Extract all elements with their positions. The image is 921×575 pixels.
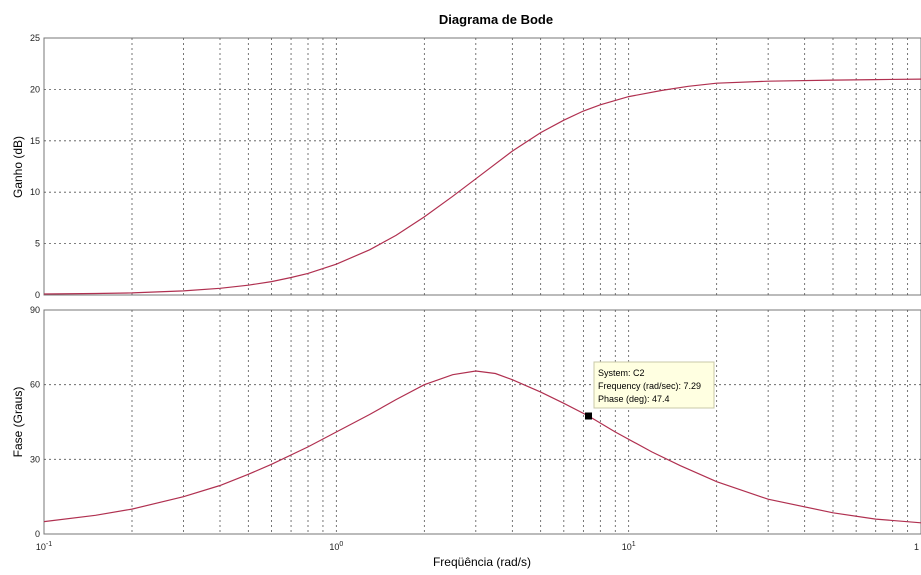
x-tick-exponent: -1 <box>46 541 52 548</box>
phase-y-label: Fase (Graus) <box>11 387 25 458</box>
x-tick-exponent: 1 <box>632 541 636 548</box>
phase-grid <box>44 310 921 534</box>
phase-axes <box>43 309 921 535</box>
magnitude-series <box>43 78 921 295</box>
magnitude-y-tick-label: 25 <box>30 33 40 43</box>
x-ticks: 10-1 100 101 1 <box>36 541 919 552</box>
magnitude-panel: 0 5 10 15 20 25 Ganho (dB) <box>11 33 921 300</box>
datatip-frequency: Frequency (rad/sec): 7.29 <box>598 381 701 391</box>
magnitude-y-tick-label: 15 <box>30 136 40 146</box>
phase-y-ticks: 0 30 60 90 <box>30 305 40 539</box>
x-tick-label: 101 <box>622 541 636 552</box>
magnitude-y-tick-label: 10 <box>30 187 40 197</box>
datatip-marker[interactable] <box>585 412 592 420</box>
datatip-system: System: C2 <box>598 368 645 378</box>
datatip-phase: Phase (deg): 47.4 <box>598 394 670 404</box>
phase-series <box>43 370 921 524</box>
phase-panel: 0 30 60 90 Fase (Graus) <box>11 305 921 539</box>
datatip[interactable]: System: C2 Frequency (rad/sec): 7.29 Pha… <box>585 361 715 420</box>
magnitude-y-tick-label: 0 <box>35 290 40 300</box>
phase-y-tick-label: 30 <box>30 454 40 464</box>
x-axis-label: Freqüência (rad/s) <box>433 555 531 569</box>
phase-y-tick-label: 60 <box>30 380 40 390</box>
magnitude-y-tick-label: 20 <box>30 84 40 94</box>
magnitude-y-tick-label: 5 <box>35 239 40 249</box>
magnitude-axes <box>43 37 921 296</box>
magnitude-y-label: Ganho (dB) <box>11 136 25 198</box>
magnitude-y-ticks: 0 5 10 15 20 25 <box>30 33 40 300</box>
chart-title: Diagrama de Bode <box>439 12 553 27</box>
magnitude-grid <box>44 38 921 295</box>
phase-y-tick-label: 0 <box>35 529 40 539</box>
x-tick-label: 10-1 <box>36 541 52 552</box>
phase-y-tick-label: 90 <box>30 305 40 315</box>
magnitude-series-line <box>43 78 921 295</box>
x-tick-label: 100 <box>329 541 343 552</box>
x-tick-exponent: 0 <box>339 541 343 548</box>
x-tick-label: 1 <box>914 542 919 552</box>
datatip-box <box>593 361 715 409</box>
phase-series-line <box>43 370 921 524</box>
